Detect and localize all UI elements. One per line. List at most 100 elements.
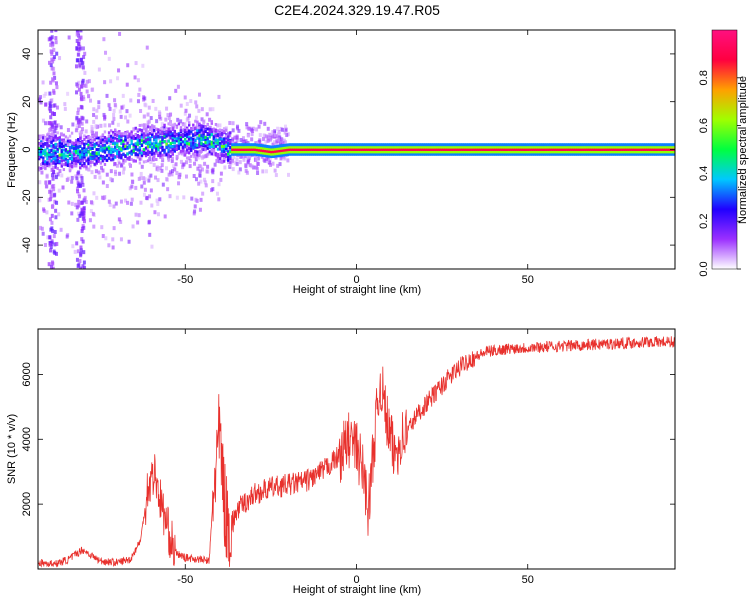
heatmap-cell — [151, 130, 154, 134]
heatmap-cell — [436, 150, 440, 154]
heatmap-cell — [448, 152, 452, 156]
heatmap-cell — [257, 146, 261, 150]
heatmap-cell — [672, 145, 675, 149]
heatmap-cell — [576, 152, 579, 156]
heatmap-cell — [104, 50, 108, 55]
heatmap-cell — [270, 145, 273, 149]
heatmap-cell — [76, 52, 80, 57]
heatmap-cell — [481, 145, 485, 149]
heatmap-cell — [120, 142, 123, 146]
heatmap-cell — [64, 163, 68, 167]
heatmap-cell — [607, 150, 610, 154]
heatmap-cell — [202, 154, 206, 159]
heatmap-cell — [461, 152, 464, 156]
heatmap-cell — [219, 134, 223, 139]
spectrogram-ytick-label: 0 — [21, 146, 33, 152]
heatmap-cell — [261, 146, 265, 150]
heatmap-cell — [500, 152, 503, 156]
heatmap-cell — [91, 87, 95, 92]
heatmap-cell — [572, 143, 575, 147]
heatmap-cell — [50, 144, 53, 148]
heatmap-cell — [266, 147, 269, 151]
heatmap-cell — [627, 143, 631, 147]
heatmap-cell — [231, 150, 234, 154]
heatmap-cell — [305, 150, 308, 154]
heatmap-cell — [494, 148, 497, 151]
heatmap-cell — [245, 143, 248, 147]
heatmap-cell — [62, 156, 66, 160]
heatmap-cell — [249, 148, 253, 151]
heatmap-cell — [500, 145, 503, 149]
heatmap-cell — [566, 145, 569, 149]
heatmap-cell — [377, 145, 380, 149]
heatmap-cell — [411, 143, 415, 147]
heatmap-cell — [656, 145, 659, 149]
heatmap-cell — [271, 134, 275, 139]
heatmap-cell — [194, 115, 198, 120]
heatmap-cell — [338, 152, 341, 156]
heatmap-cell — [592, 145, 596, 149]
heatmap-cell — [559, 143, 563, 147]
heatmap-cell — [259, 144, 263, 148]
heatmap-cell — [185, 148, 189, 152]
heatmap-cell — [196, 150, 199, 154]
heatmap-cell — [192, 146, 195, 150]
heatmap-cell — [255, 148, 259, 152]
heatmap-cell — [483, 148, 487, 151]
heatmap-cell — [99, 145, 103, 149]
heatmap-cell — [319, 150, 322, 154]
heatmap-cell — [389, 148, 392, 151]
heatmap-cell — [588, 145, 592, 149]
heatmap-cell — [516, 143, 520, 147]
heatmap-cell — [165, 153, 168, 157]
heatmap-cell — [112, 226, 116, 231]
heatmap-cell — [218, 144, 222, 148]
heatmap-cell — [138, 151, 142, 155]
heatmap-cell — [389, 152, 392, 156]
heatmap-cell — [179, 135, 183, 139]
heatmap-cell — [200, 134, 203, 138]
heatmap-cell — [54, 36, 58, 41]
heatmap-cell — [483, 143, 487, 147]
heatmap-cell — [570, 152, 573, 156]
heatmap-cell — [346, 148, 349, 151]
heatmap-cell — [64, 140, 68, 144]
heatmap-cell — [109, 152, 113, 156]
heatmap-cell — [179, 151, 183, 155]
heatmap-cell — [56, 166, 59, 170]
heatmap-cell — [50, 136, 53, 140]
heatmap-cell — [551, 148, 555, 151]
heatmap-cell — [50, 226, 54, 231]
heatmap-cell — [319, 145, 322, 149]
heatmap-cell — [311, 152, 314, 156]
heatmap-cell — [196, 136, 199, 140]
heatmap-cell — [153, 138, 156, 142]
heatmap-cell — [286, 143, 290, 147]
heatmap-cell — [91, 146, 94, 150]
heatmap-cell — [168, 96, 172, 101]
heatmap-cell — [582, 152, 585, 156]
heatmap-cell — [557, 148, 561, 151]
heatmap-cell — [137, 176, 141, 181]
heatmap-cell — [504, 145, 507, 149]
heatmap-cell — [453, 148, 456, 151]
heatmap-cell — [668, 145, 672, 149]
heatmap-cell — [146, 159, 150, 163]
heatmap-cell — [255, 127, 259, 132]
heatmap-cell — [662, 152, 666, 156]
heatmap-cell — [116, 151, 119, 155]
heatmap-cell — [55, 200, 59, 205]
heatmap-cell — [46, 138, 49, 142]
heatmap-cell — [103, 123, 107, 128]
heatmap-cell — [95, 161, 98, 165]
heatmap-cell — [148, 125, 152, 129]
heatmap-cell — [79, 144, 82, 148]
heatmap-cell — [89, 141, 92, 145]
heatmap-cell — [188, 142, 191, 146]
heatmap-cell — [520, 145, 524, 149]
heatmap-cell — [448, 145, 452, 149]
heatmap-cell — [188, 121, 191, 125]
heatmap-cell — [164, 117, 168, 122]
heatmap-cell — [617, 148, 620, 151]
heatmap-cell — [446, 152, 450, 156]
